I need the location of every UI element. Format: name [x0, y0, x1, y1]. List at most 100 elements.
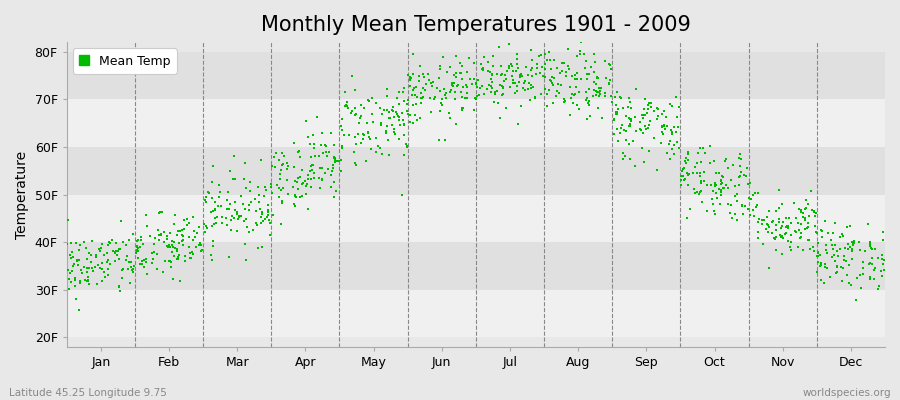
Point [681, 151, 696, 158]
Point [510, 88, 525, 95]
Point [130, 246, 144, 253]
Point [84, 258, 98, 265]
Point [724, 215, 739, 221]
Point [472, 92, 486, 98]
Point [590, 88, 604, 95]
Point [119, 242, 133, 249]
Point [131, 248, 146, 255]
Point [801, 220, 815, 227]
Point [454, 88, 468, 95]
Point [169, 248, 184, 254]
Point [176, 232, 190, 238]
Point [745, 192, 760, 198]
Point [480, 86, 494, 92]
Point [716, 185, 730, 192]
Point [94, 265, 108, 272]
Point [89, 280, 104, 287]
Point [72, 247, 86, 253]
Point [253, 220, 267, 226]
Point [842, 279, 856, 286]
Point [400, 111, 415, 117]
Point [222, 168, 237, 174]
Point [827, 242, 842, 248]
Point [643, 148, 657, 154]
Point [488, 89, 502, 96]
Point [621, 123, 635, 129]
Bar [67, 147, 885, 194]
Point [523, 97, 537, 104]
Point [680, 182, 695, 188]
Point [149, 266, 164, 272]
Point [663, 156, 678, 163]
Point [244, 199, 258, 206]
Point [220, 222, 234, 228]
Point [733, 173, 747, 180]
Point [124, 264, 139, 270]
Point [337, 132, 351, 138]
Point [166, 253, 181, 259]
Point [65, 268, 79, 274]
Point [808, 210, 823, 216]
Point [707, 182, 722, 188]
Point [837, 253, 851, 260]
Point [814, 226, 828, 233]
Point [676, 172, 690, 179]
Point [609, 89, 624, 95]
Point [408, 112, 422, 118]
Point [92, 246, 106, 252]
Point [779, 223, 794, 230]
Point [545, 80, 560, 87]
Point [409, 101, 423, 108]
Point [641, 102, 655, 108]
Point [405, 92, 419, 98]
Point [817, 280, 832, 286]
Point [265, 163, 279, 170]
Point [86, 268, 101, 274]
Point [259, 186, 274, 193]
Point [813, 263, 827, 270]
Point [603, 76, 617, 83]
Point [842, 244, 857, 250]
Point [469, 81, 483, 88]
Point [134, 258, 148, 264]
Point [520, 86, 535, 92]
Point [100, 250, 114, 256]
Point [537, 86, 552, 92]
Point [403, 83, 418, 90]
Point [830, 263, 844, 270]
Point [497, 37, 511, 43]
Point [130, 242, 144, 249]
Point [557, 99, 572, 105]
Point [587, 79, 601, 86]
Point [644, 100, 658, 106]
Point [238, 241, 252, 247]
Point [477, 54, 491, 60]
Point [414, 100, 428, 106]
Point [354, 140, 368, 146]
Point [539, 90, 554, 97]
Point [85, 238, 99, 244]
Point [351, 130, 365, 137]
Point [670, 129, 684, 135]
Point [121, 266, 135, 272]
Point [328, 159, 343, 166]
Point [301, 206, 315, 212]
Point [735, 211, 750, 217]
Point [636, 129, 651, 136]
Point [778, 215, 793, 221]
Point [319, 142, 333, 148]
Point [742, 180, 757, 187]
Point [255, 244, 269, 250]
Point [409, 84, 423, 90]
Point [402, 112, 417, 118]
Point [723, 210, 737, 217]
Point [303, 184, 318, 190]
Point [660, 123, 674, 129]
Point [80, 268, 94, 275]
Point [274, 187, 289, 193]
Point [163, 257, 177, 264]
Point [72, 256, 86, 263]
Point [395, 192, 410, 198]
Point [287, 201, 302, 207]
Point [292, 149, 306, 155]
